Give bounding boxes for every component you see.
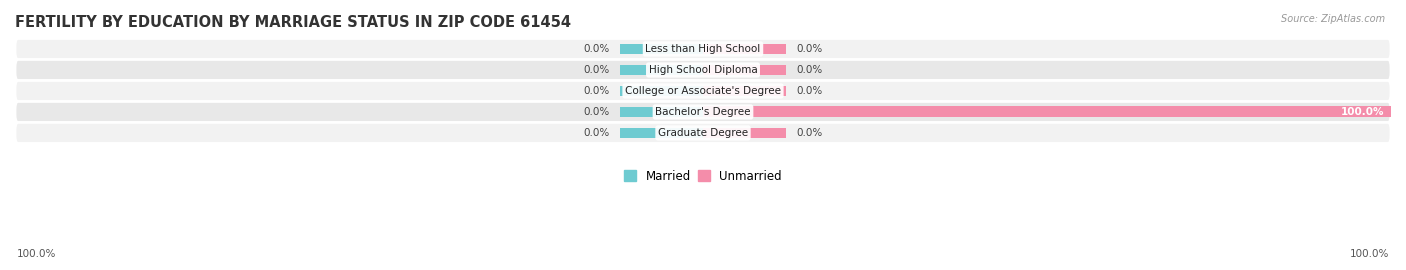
Text: 100.0%: 100.0%	[1350, 249, 1389, 259]
Text: 0.0%: 0.0%	[583, 44, 610, 54]
Bar	[703, 44, 786, 54]
Bar	[703, 86, 786, 96]
Text: Graduate Degree: Graduate Degree	[658, 128, 748, 138]
FancyBboxPatch shape	[15, 39, 1391, 59]
FancyBboxPatch shape	[15, 80, 1391, 102]
Text: High School Diploma: High School Diploma	[648, 65, 758, 75]
Text: 100.0%: 100.0%	[1340, 107, 1384, 117]
Text: Bachelor's Degree: Bachelor's Degree	[655, 107, 751, 117]
Text: 0.0%: 0.0%	[583, 65, 610, 75]
Text: College or Associate's Degree: College or Associate's Degree	[626, 86, 780, 96]
Bar	[703, 107, 786, 117]
Bar	[703, 65, 786, 75]
Text: 0.0%: 0.0%	[583, 86, 610, 96]
Text: FERTILITY BY EDUCATION BY MARRIAGE STATUS IN ZIP CODE 61454: FERTILITY BY EDUCATION BY MARRIAGE STATU…	[15, 15, 571, 30]
Bar	[620, 107, 703, 117]
FancyBboxPatch shape	[15, 102, 1391, 123]
Text: Source: ZipAtlas.com: Source: ZipAtlas.com	[1281, 14, 1385, 23]
Legend: Married, Unmarried: Married, Unmarried	[620, 165, 786, 187]
Bar	[620, 44, 703, 54]
Bar	[620, 65, 703, 75]
Bar	[620, 86, 703, 96]
Text: 0.0%: 0.0%	[796, 65, 823, 75]
Text: 0.0%: 0.0%	[796, 86, 823, 96]
FancyBboxPatch shape	[15, 59, 1391, 80]
Text: 0.0%: 0.0%	[796, 44, 823, 54]
Bar	[703, 106, 1391, 117]
Text: 0.0%: 0.0%	[583, 128, 610, 138]
Text: 100.0%: 100.0%	[17, 249, 56, 259]
Text: 0.0%: 0.0%	[583, 107, 610, 117]
Text: 0.0%: 0.0%	[796, 128, 823, 138]
Bar	[703, 128, 786, 138]
Bar	[620, 128, 703, 138]
FancyBboxPatch shape	[15, 123, 1391, 143]
Text: Less than High School: Less than High School	[645, 44, 761, 54]
